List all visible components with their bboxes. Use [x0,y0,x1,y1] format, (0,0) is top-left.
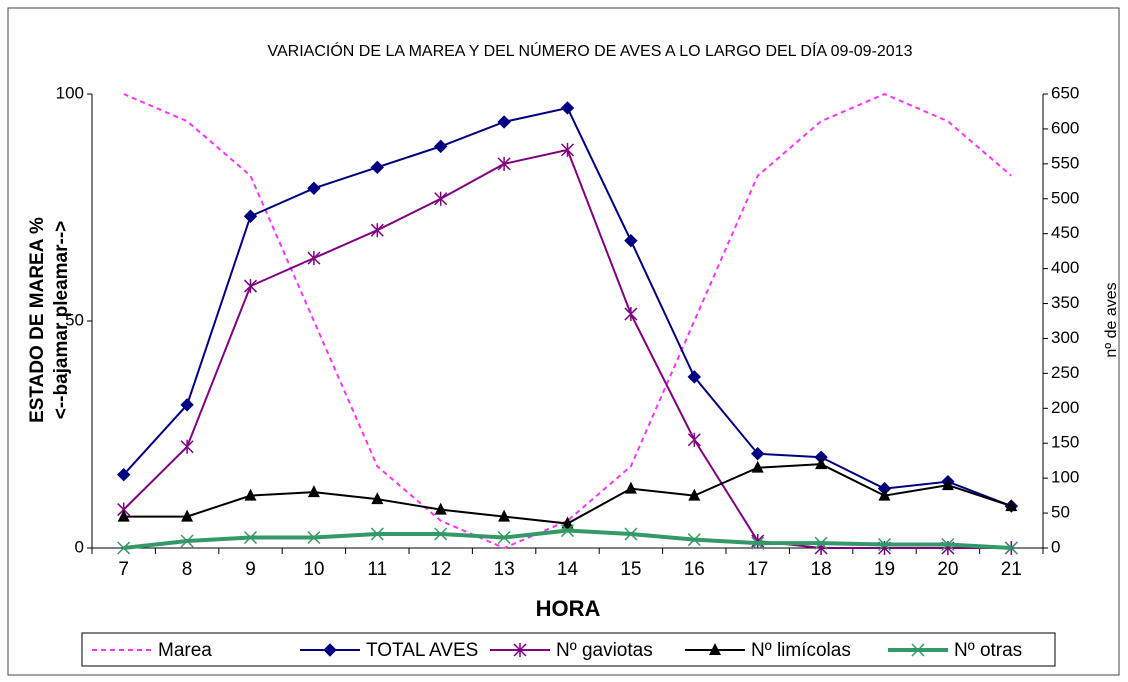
marker [117,509,130,522]
y2-tick-label: 200 [1051,398,1079,417]
marker [560,101,575,115]
x-tick-label: 20 [937,559,958,580]
y2-tick-label: 0 [1051,537,1060,556]
marker [181,509,194,522]
legend-label: Nº otras [954,640,1022,661]
x-tick-label: 17 [747,559,768,580]
marker [370,223,384,238]
y2-tick-label: 550 [1051,153,1079,172]
x-tick-label: 7 [118,559,129,580]
marker [687,432,701,447]
marker [878,488,891,501]
x-tick-label: 19 [874,559,895,580]
marker [434,191,448,206]
marker [307,485,320,498]
marker [180,534,194,548]
marker [750,447,765,461]
marker [1004,541,1018,555]
x-axis-label: HORA [536,596,601,621]
frame [7,7,1120,676]
marker [371,492,384,505]
y2-tick-label: 600 [1051,118,1079,137]
marker [180,398,194,412]
marker [497,530,511,545]
y-tick-label: 50 [65,310,84,329]
y2-axis-label: nº de aves [1103,282,1120,357]
marker [815,457,828,470]
marker [561,516,574,529]
legend-label: Nº limícolas [751,640,851,661]
marker [244,488,257,501]
x-tick-label: 13 [494,559,515,580]
marker [243,279,258,294]
marker [370,527,384,541]
y2-tick-label: 300 [1051,328,1079,347]
marker [709,643,721,655]
y-tick-label: 0 [75,537,84,556]
y2-tick-label: 100 [1051,468,1079,487]
marker [434,527,448,541]
y2-tick-label: 250 [1051,363,1079,382]
x-tick-label: 18 [811,559,832,580]
y2-tick-label: 450 [1051,223,1079,242]
marker [370,160,385,175]
y2-tick-label: 150 [1051,433,1079,452]
y2-tick-label: 50 [1051,503,1070,522]
x-tick-label: 14 [557,559,579,580]
marker [117,541,131,555]
marker [1005,499,1018,512]
marker [624,481,637,494]
legend-label: Marea [158,640,212,661]
marker [941,537,955,552]
marker [687,370,702,384]
marker [688,488,701,501]
marker [941,478,954,491]
marker [307,181,321,195]
marker [498,509,511,522]
marker [433,139,448,154]
marker [243,209,258,223]
y2-tick-label: 500 [1051,188,1079,207]
marker [243,530,258,545]
marker [814,536,828,550]
y2-tick-label: 650 [1051,83,1079,102]
marker [560,142,575,157]
y-axis-label: ESTADO DE MAREA % [27,217,48,423]
marker [497,115,511,129]
chart-title: VARIACIÓN DE LA MAREA Y DEL NÚMERO DE AV… [268,41,913,60]
x-tick-label: 21 [1001,559,1022,580]
marker [497,156,511,171]
x-tick-label: 15 [620,559,641,580]
x-tick-label: 9 [245,559,256,580]
marker [307,530,321,545]
x-tick-label: 8 [182,559,193,580]
y2-tick-label: 400 [1051,258,1079,277]
y2-tick-label: 350 [1051,293,1079,312]
marker [560,524,575,538]
marker [434,502,447,515]
marker [624,527,638,541]
marker [751,536,765,550]
x-tick-label: 10 [303,559,324,580]
marker [687,533,701,547]
marker [513,643,527,657]
x-tick-label: 12 [430,559,451,580]
x-tick-label: 16 [684,559,705,580]
marker [877,537,892,552]
marker [624,233,638,248]
marker [323,643,337,657]
y-tick-label: 100 [56,83,84,102]
marker [751,460,764,473]
marker [911,643,925,657]
marker [307,251,321,266]
legend-label: Nº gaviotas [556,640,653,661]
marker [116,467,131,482]
x-tick-label: 11 [367,559,387,580]
marker [180,439,194,454]
marker [624,307,638,322]
y-axis-label-2: <--bajamar pleamar--> [51,221,72,420]
legend-label: TOTAL AVES [366,640,478,661]
